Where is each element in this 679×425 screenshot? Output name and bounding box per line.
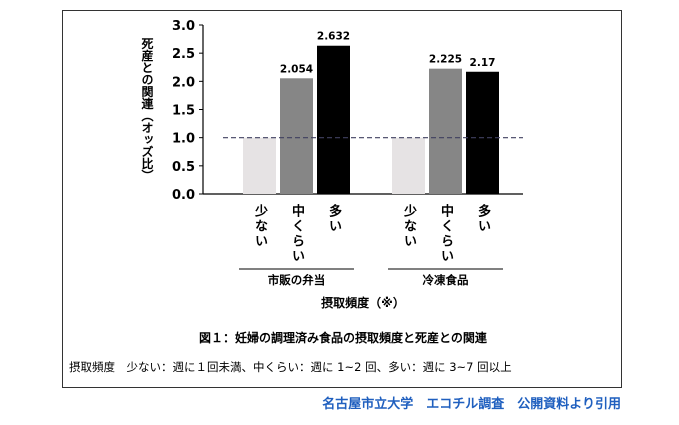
y-tick-label: 0.0	[172, 188, 195, 203]
category-label: 少ない	[401, 203, 418, 249]
y-tick-label: 0.5	[172, 160, 195, 175]
y-tick-label: 1.5	[172, 104, 195, 119]
bar	[317, 45, 350, 194]
y-tick-label: 3.0	[172, 19, 195, 34]
category-label: 多い	[475, 203, 491, 234]
data-label: 2.054	[280, 63, 313, 75]
bar	[466, 71, 499, 194]
bar	[280, 78, 313, 194]
figure-frame: 0.0 0.5 1.0 1.5 2.0 2.5 3.0 死産との関連（オッズ比） 少ない 2.05…	[62, 10, 622, 388]
category-label: 中くらい	[438, 203, 454, 264]
category-label: 中くらい	[289, 203, 305, 264]
group-label: 冷凍食品	[423, 273, 469, 287]
data-label: 2.632	[317, 31, 350, 43]
figure-caption: 図１：妊婦の調理済み食品の摂取頻度と死産との関連	[199, 331, 487, 345]
bar	[429, 68, 462, 194]
category-label: 多い	[326, 203, 342, 234]
bar-chart: 0.0 0.5 1.0 1.5 2.0 2.5 3.0 死産との関連（オッズ比） 少ない 2.05…	[140, 19, 523, 310]
y-tick-label: 2.5	[172, 47, 195, 62]
group-label: 市販の弁当	[268, 273, 326, 287]
source-footer: 名古屋市立大学 エコチル調査 公開資料より引用	[322, 397, 621, 412]
y-axis-label: 死産との関連（オッズ比）	[140, 37, 154, 181]
y-tick-label: 1.0	[172, 132, 195, 147]
category-label: 少ない	[252, 203, 269, 249]
frequency-note: 摂取頻度 少ない：週に１回未満、中くらい：週に 1~2 回、多い：週に 3~7 …	[69, 360, 512, 374]
data-label: 2.225	[429, 54, 462, 66]
bar	[243, 137, 276, 194]
data-label: 2.17	[470, 57, 496, 69]
y-tick-label: 2.0	[172, 75, 195, 90]
x-axis-label: 摂取頻度（※）	[321, 295, 405, 310]
bar	[392, 137, 425, 194]
